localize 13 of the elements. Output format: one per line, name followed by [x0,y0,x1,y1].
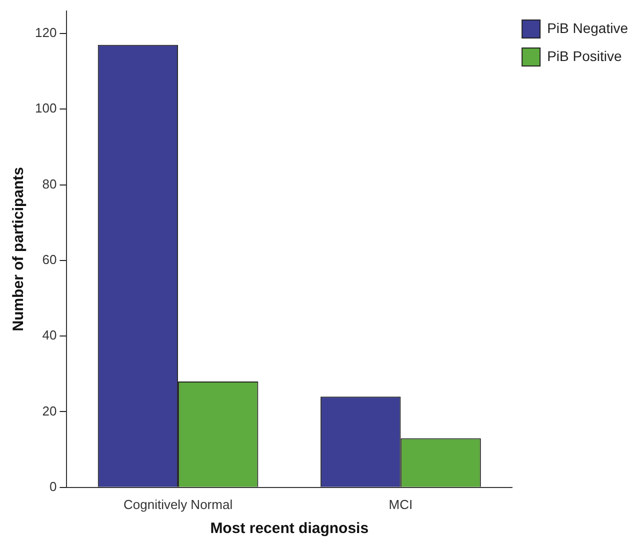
y-tick-label: 40 [42,328,57,343]
y-tick-label: 60 [42,252,57,268]
x-tick-label: MCI [388,496,413,512]
x-tick-label: Cognitively Normal [123,496,233,512]
y-tick-label: 0 [49,478,57,494]
y-axis-title: Number of participants [10,167,28,332]
y-tick-label: 80 [42,176,57,192]
legend-label: PiB Negative [547,20,628,36]
y-tick-label: 100 [34,100,57,116]
y-tick-label: 20 [42,403,57,418]
y-tick-label: 120 [34,25,57,40]
x-axis-title: Most recent diagnosis [210,520,369,538]
legend-label: PiB Positive [547,48,622,64]
